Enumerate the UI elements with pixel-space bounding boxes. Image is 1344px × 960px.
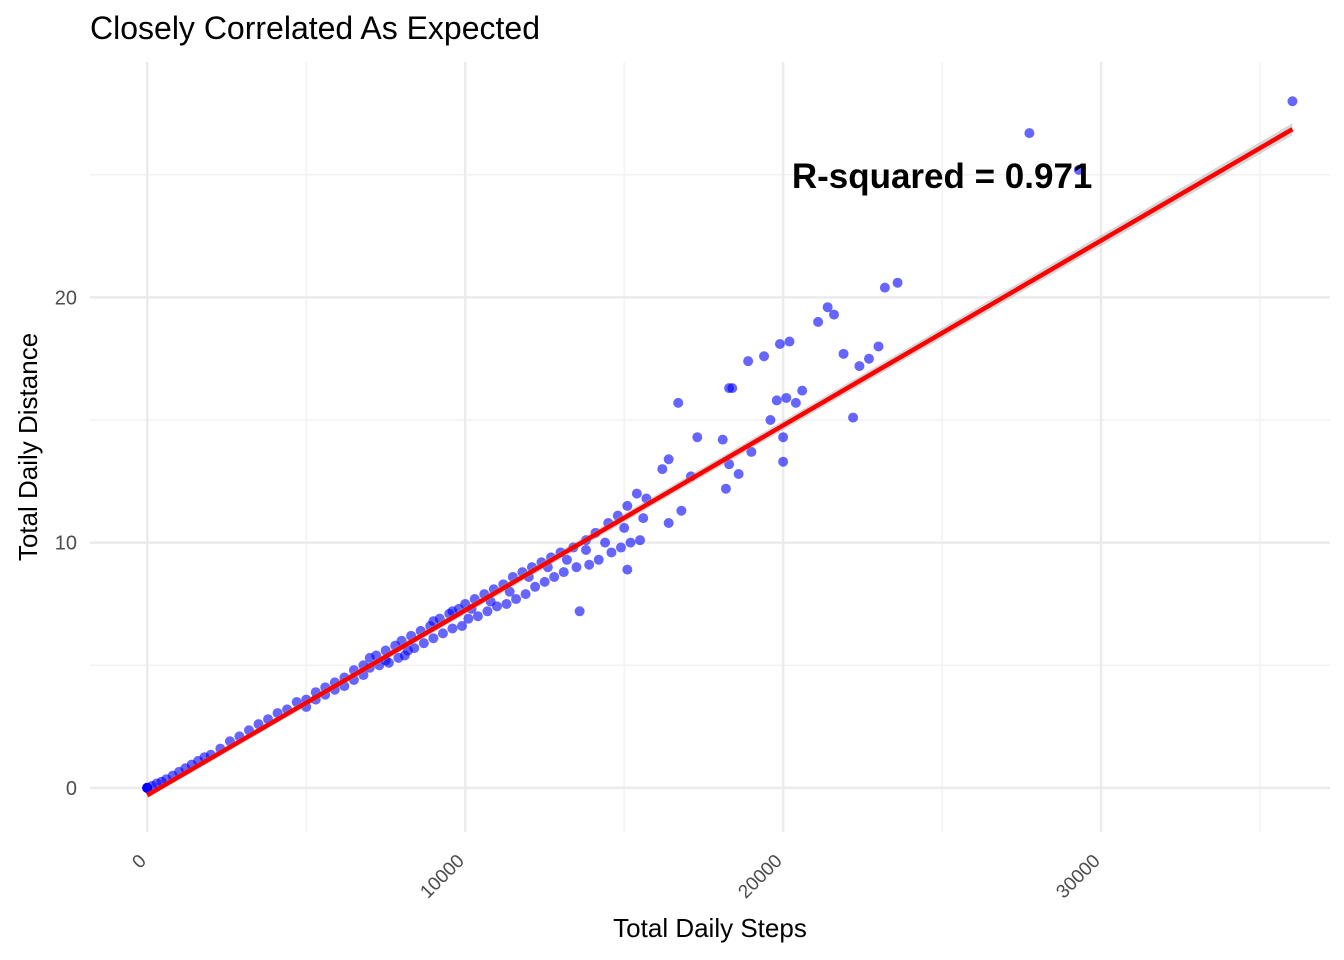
data-point — [771, 395, 782, 406]
data-point — [743, 356, 754, 367]
x-axis-label: Total Daily Steps — [613, 913, 807, 943]
y-tick-label: 20 — [55, 287, 77, 309]
data-point — [561, 554, 572, 565]
grid — [90, 62, 1330, 832]
data-point — [759, 351, 770, 362]
data-point — [848, 412, 859, 423]
data-point — [778, 456, 789, 467]
data-point — [631, 488, 642, 499]
data-point — [511, 594, 522, 605]
data-point — [1287, 96, 1298, 107]
data-point — [371, 650, 382, 661]
data-point — [892, 277, 903, 288]
data-point — [504, 586, 515, 597]
data-point — [1073, 164, 1084, 175]
data-point — [663, 454, 674, 465]
data-point — [501, 598, 512, 609]
data-point — [615, 542, 626, 553]
data-point — [635, 535, 646, 546]
fit-line-group — [146, 123, 1294, 799]
chart-title: Closely Correlated As Expected — [90, 10, 540, 46]
data-point — [593, 554, 604, 565]
data-point — [790, 397, 801, 408]
data-point — [463, 613, 474, 624]
data-point — [625, 537, 636, 548]
y-axis-label: Total Daily Distance — [13, 333, 43, 561]
y-tick-label: 0 — [66, 778, 77, 800]
data-point — [622, 500, 633, 511]
data-point — [774, 339, 785, 350]
data-point — [873, 341, 884, 352]
x-tick-label: 20000 — [734, 851, 786, 903]
x-tick-label: 10000 — [416, 851, 468, 903]
data-point — [863, 353, 874, 364]
data-point — [447, 623, 458, 634]
data-point — [428, 633, 439, 644]
data-point — [638, 513, 649, 524]
data-point — [822, 302, 833, 313]
data-point — [619, 522, 630, 533]
data-point — [720, 483, 731, 494]
data-point — [797, 385, 808, 396]
data-point — [574, 606, 585, 617]
data-point — [418, 638, 429, 649]
data-point — [581, 544, 591, 555]
data-point — [727, 383, 738, 394]
data-point — [472, 611, 483, 622]
data-point — [657, 464, 668, 475]
data-point — [457, 621, 467, 632]
data-point — [482, 606, 493, 617]
data-point — [724, 459, 735, 470]
data-point — [879, 282, 890, 293]
data-point — [1024, 128, 1035, 139]
data-point — [854, 361, 865, 372]
data-points — [142, 96, 1298, 793]
x-tick-label: 30000 — [1052, 851, 1104, 903]
data-point — [829, 309, 839, 320]
data-point — [778, 432, 789, 443]
data-point — [571, 562, 582, 573]
fit-line — [146, 127, 1294, 798]
data-point — [813, 316, 824, 327]
data-point — [784, 336, 795, 347]
x-tick-label: 0 — [128, 851, 150, 873]
data-point — [539, 576, 550, 587]
data-point — [549, 571, 560, 582]
data-point — [520, 589, 531, 600]
data-point — [717, 434, 728, 445]
data-point — [733, 468, 744, 479]
r-squared-annotation: R-squared = 0.971 — [792, 157, 1093, 196]
data-point — [606, 547, 617, 558]
data-point — [584, 559, 595, 570]
data-point — [437, 628, 448, 639]
y-tick-label: 10 — [55, 533, 77, 555]
data-point — [746, 446, 757, 457]
data-point — [600, 537, 611, 548]
data-point — [530, 581, 541, 592]
data-point — [781, 392, 792, 403]
data-point — [396, 635, 407, 646]
data-point — [558, 567, 569, 578]
data-point — [692, 432, 703, 443]
data-point — [622, 564, 633, 575]
data-point — [428, 616, 439, 627]
data-point — [673, 397, 684, 408]
data-point — [663, 518, 674, 529]
data-point — [402, 645, 413, 656]
data-point — [838, 348, 849, 359]
axes: 0 10000 20000 30000 0 10 20 — [55, 287, 1105, 902]
data-point — [676, 505, 687, 516]
data-point — [765, 415, 776, 426]
